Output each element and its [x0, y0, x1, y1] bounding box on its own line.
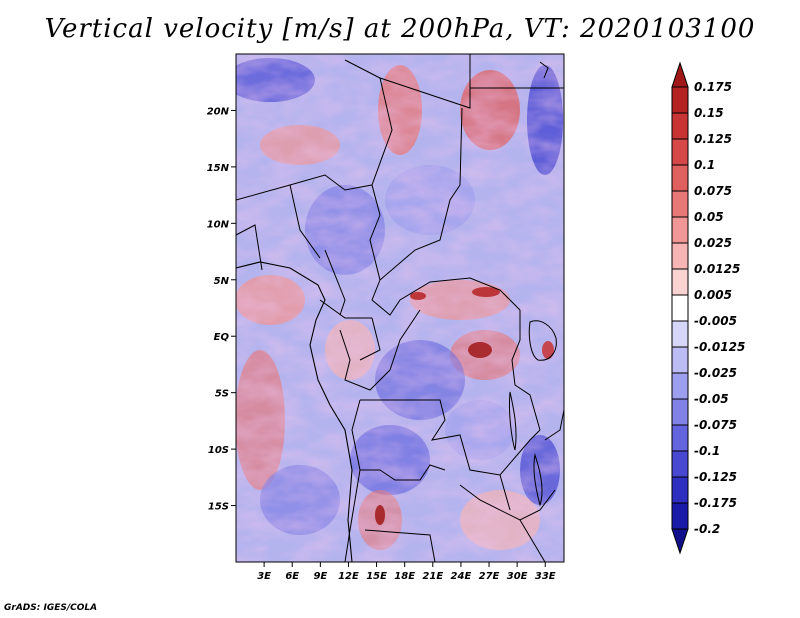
chart-title: Vertical velocity [m/s] at 200hPa, VT: 2…: [44, 14, 756, 44]
grads-credit: GrADS: IGES/COLA: [4, 603, 98, 613]
colorbar-label: -0.2: [694, 522, 720, 536]
colorbar-label: -0.05: [694, 392, 729, 406]
x-tick-label: 3E: [257, 571, 271, 582]
colorbar-swatch: [671, 424, 689, 452]
map-frame: [235, 53, 565, 563]
colorbar-swatch: [671, 164, 689, 192]
x-axis: 3E 6E 9E 12E 15E 18E 21E 24E 27E 30E 33E: [257, 562, 556, 582]
colorbar-swatch: [671, 502, 689, 530]
colorbar: 0.175 0.15 0.125 0.1 0.075 0.05 0.025 0.0125 0.0…: [671, 61, 745, 555]
x-tick-label: 18E: [394, 571, 415, 582]
y-tick-label: EQ: [214, 332, 230, 343]
colorbar-label: -0.125: [694, 470, 737, 484]
colorbar-label: -0.1: [694, 444, 720, 458]
colorbar-label: -0.005: [694, 314, 737, 328]
colorbar-swatch: [671, 320, 689, 348]
y-tick-label: 10S: [208, 445, 229, 456]
y-tick-label: 15S: [208, 502, 229, 513]
colorbar-swatch: [671, 112, 689, 140]
colorbar-swatch: [671, 450, 689, 478]
colorbar-label: 0.0125: [694, 262, 740, 276]
map-panel: [235, 53, 565, 563]
colorbar-swatch: [671, 190, 689, 218]
colorbar-swatch: [671, 372, 689, 400]
velocity-field: [236, 54, 564, 562]
x-tick-label: 30E: [507, 571, 528, 582]
y-tick-label: 5S: [215, 389, 229, 400]
colorbar-swatch: [671, 242, 689, 270]
colorbar-label: 0.175: [694, 80, 732, 94]
colorbar-swatch: [671, 476, 689, 504]
colorbar-swatch: [671, 346, 689, 374]
x-tick-label: 24E: [451, 571, 472, 582]
x-tick-label: 15E: [366, 571, 387, 582]
colorbar-label: 0.075: [694, 184, 732, 198]
colorbar-label: -0.0125: [694, 340, 745, 354]
y-tick-label: 10N: [207, 219, 230, 230]
y-tick-label: 5N: [214, 276, 230, 287]
x-tick-label: 21E: [422, 571, 443, 582]
colorbar-swatch: [671, 294, 689, 322]
colorbar-swatch: [671, 86, 689, 114]
x-tick-label: 9E: [313, 571, 327, 582]
colorbar-bottom-arrow: [671, 528, 689, 555]
y-tick-label: 20N: [207, 106, 230, 117]
x-tick-label: 27E: [479, 571, 500, 582]
country-borders: [236, 54, 564, 562]
colorbar-label: 0.15: [694, 106, 724, 120]
x-tick-label: 33E: [535, 571, 556, 582]
colorbar-label: 0.125: [694, 132, 732, 146]
x-tick-label: 12E: [338, 571, 359, 582]
colorbar-swatch: [671, 216, 689, 244]
y-axis: 20N 15N 10N 5N EQ 5S 10S 15S: [207, 106, 236, 513]
x-tick-label: 6E: [285, 571, 299, 582]
colorbar-swatch: [671, 268, 689, 296]
colorbar-label: 0.005: [694, 288, 732, 302]
colorbar-label: 0.1: [694, 158, 715, 172]
colorbar-top-arrow: [671, 61, 689, 88]
colorbar-label: 0.025: [694, 236, 732, 250]
y-tick-label: 15N: [207, 163, 230, 174]
colorbar-label: 0.05: [694, 210, 724, 224]
colorbar-label: -0.025: [694, 366, 737, 380]
colorbar-swatch: [671, 138, 689, 166]
colorbar-swatch: [671, 398, 689, 426]
colorbar-label: -0.075: [694, 418, 737, 432]
colorbar-label: -0.175: [694, 496, 737, 510]
